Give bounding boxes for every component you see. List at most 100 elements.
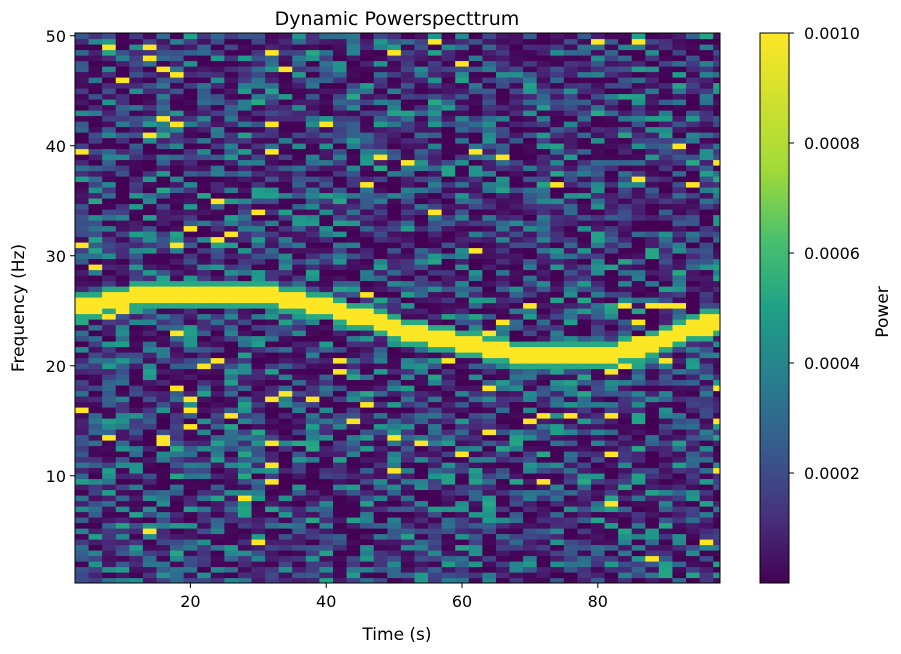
- heatmap-cell: [577, 115, 592, 122]
- heatmap-cell: [713, 561, 720, 568]
- heatmap-cell: [183, 308, 198, 315]
- heatmap-cell: [183, 522, 198, 529]
- heatmap-cell: [699, 44, 714, 51]
- heatmap-cell: [319, 280, 334, 287]
- heatmap-cell: [142, 148, 158, 155]
- heatmap-cell: [183, 517, 198, 524]
- heatmap-cell: [536, 110, 551, 117]
- heatmap-cell: [509, 363, 524, 370]
- heatmap-cell: [563, 148, 579, 155]
- heatmap-cell: [645, 489, 660, 496]
- heatmap-cell: [373, 170, 388, 177]
- heatmap-cell: [373, 275, 388, 282]
- heatmap-cell: [237, 555, 253, 562]
- heatmap-cell: [563, 352, 579, 359]
- heatmap-cell: [346, 115, 361, 122]
- heatmap-cell: [713, 379, 720, 386]
- heatmap-cell: [509, 66, 524, 73]
- heatmap-cell: [523, 258, 538, 265]
- heatmap-cell: [591, 401, 606, 408]
- heatmap-cell: [237, 77, 253, 84]
- heatmap-cell: [387, 203, 402, 210]
- heatmap-cell: [550, 44, 565, 51]
- heatmap-cell: [265, 462, 280, 469]
- heatmap-cell: [360, 357, 375, 364]
- heatmap-cell: [672, 418, 687, 425]
- heatmap-cell: [536, 561, 551, 568]
- heatmap-cell: [713, 110, 720, 117]
- heatmap-cell: [468, 88, 483, 95]
- heatmap-cell: [88, 291, 103, 298]
- heatmap-cell: [292, 506, 307, 513]
- heatmap-cell: [333, 484, 348, 491]
- heatmap-cell: [251, 434, 266, 441]
- heatmap-cell: [455, 60, 470, 67]
- heatmap-cell: [591, 220, 606, 227]
- heatmap-cell: [631, 38, 646, 45]
- heatmap-cell: [88, 396, 103, 403]
- heatmap-cell: [346, 253, 361, 260]
- heatmap-cell: [686, 544, 701, 551]
- heatmap-cell: [699, 401, 714, 408]
- heatmap-cell: [658, 242, 674, 249]
- heatmap-cell: [170, 121, 185, 128]
- heatmap-cell: [319, 555, 334, 562]
- heatmap-cell: [428, 456, 443, 463]
- heatmap-cell: [645, 506, 660, 513]
- heatmap-cell: [346, 110, 361, 117]
- heatmap-cell: [658, 214, 674, 221]
- heatmap-cell: [523, 330, 538, 337]
- heatmap-cell: [319, 148, 334, 155]
- heatmap-cell: [142, 418, 158, 425]
- heatmap-cell: [129, 264, 144, 271]
- heatmap-cell: [373, 99, 388, 106]
- heatmap-cell: [672, 572, 687, 579]
- heatmap-cell: [102, 357, 117, 364]
- heatmap-cell: [618, 390, 633, 397]
- heatmap-cell: [550, 49, 565, 56]
- heatmap-cell: [183, 99, 198, 106]
- heatmap-cell: [265, 203, 280, 210]
- heatmap-cell: [523, 346, 538, 353]
- heatmap-cell: [387, 346, 402, 353]
- heatmap-cell: [278, 82, 293, 89]
- heatmap-cell: [75, 456, 90, 463]
- heatmap-cell: [455, 148, 470, 155]
- heatmap-cell: [278, 528, 293, 535]
- heatmap-cell: [129, 115, 144, 122]
- heatmap-cell: [333, 445, 348, 452]
- heatmap-cell: [441, 555, 456, 562]
- heatmap-cell: [455, 49, 470, 56]
- heatmap-cell: [400, 231, 416, 238]
- heatmap-cell: [550, 506, 565, 513]
- heatmap-cell: [333, 363, 348, 370]
- heatmap-cell: [156, 385, 171, 392]
- heatmap-cell: [591, 60, 606, 67]
- heatmap-cell: [563, 379, 579, 386]
- heatmap-cell: [170, 137, 185, 144]
- heatmap-cell: [183, 561, 198, 568]
- heatmap-cell: [618, 181, 633, 188]
- x-tick-label: 20: [180, 592, 200, 611]
- heatmap-cell: [305, 165, 321, 172]
- heatmap-cell: [509, 82, 524, 89]
- colorbar-tick-label: 0.0006: [804, 244, 860, 263]
- heatmap-cell: [441, 77, 456, 84]
- heatmap-cell: [468, 159, 483, 166]
- heatmap-cell: [618, 577, 633, 583]
- heatmap-cell: [360, 55, 375, 62]
- heatmap-cell: [672, 550, 687, 557]
- heatmap-cell: [658, 313, 674, 320]
- heatmap-cell: [414, 121, 429, 128]
- heatmap-cell: [631, 264, 646, 271]
- heatmap-cell: [251, 297, 266, 304]
- heatmap-cell: [495, 137, 511, 144]
- heatmap-cell: [292, 214, 307, 221]
- heatmap-cell: [305, 77, 321, 84]
- heatmap-cell: [482, 528, 497, 535]
- heatmap-cell: [591, 390, 606, 397]
- heatmap-cell: [88, 319, 103, 326]
- heatmap-cell: [142, 170, 158, 177]
- heatmap-cell: [333, 418, 348, 425]
- heatmap-cell: [591, 143, 606, 150]
